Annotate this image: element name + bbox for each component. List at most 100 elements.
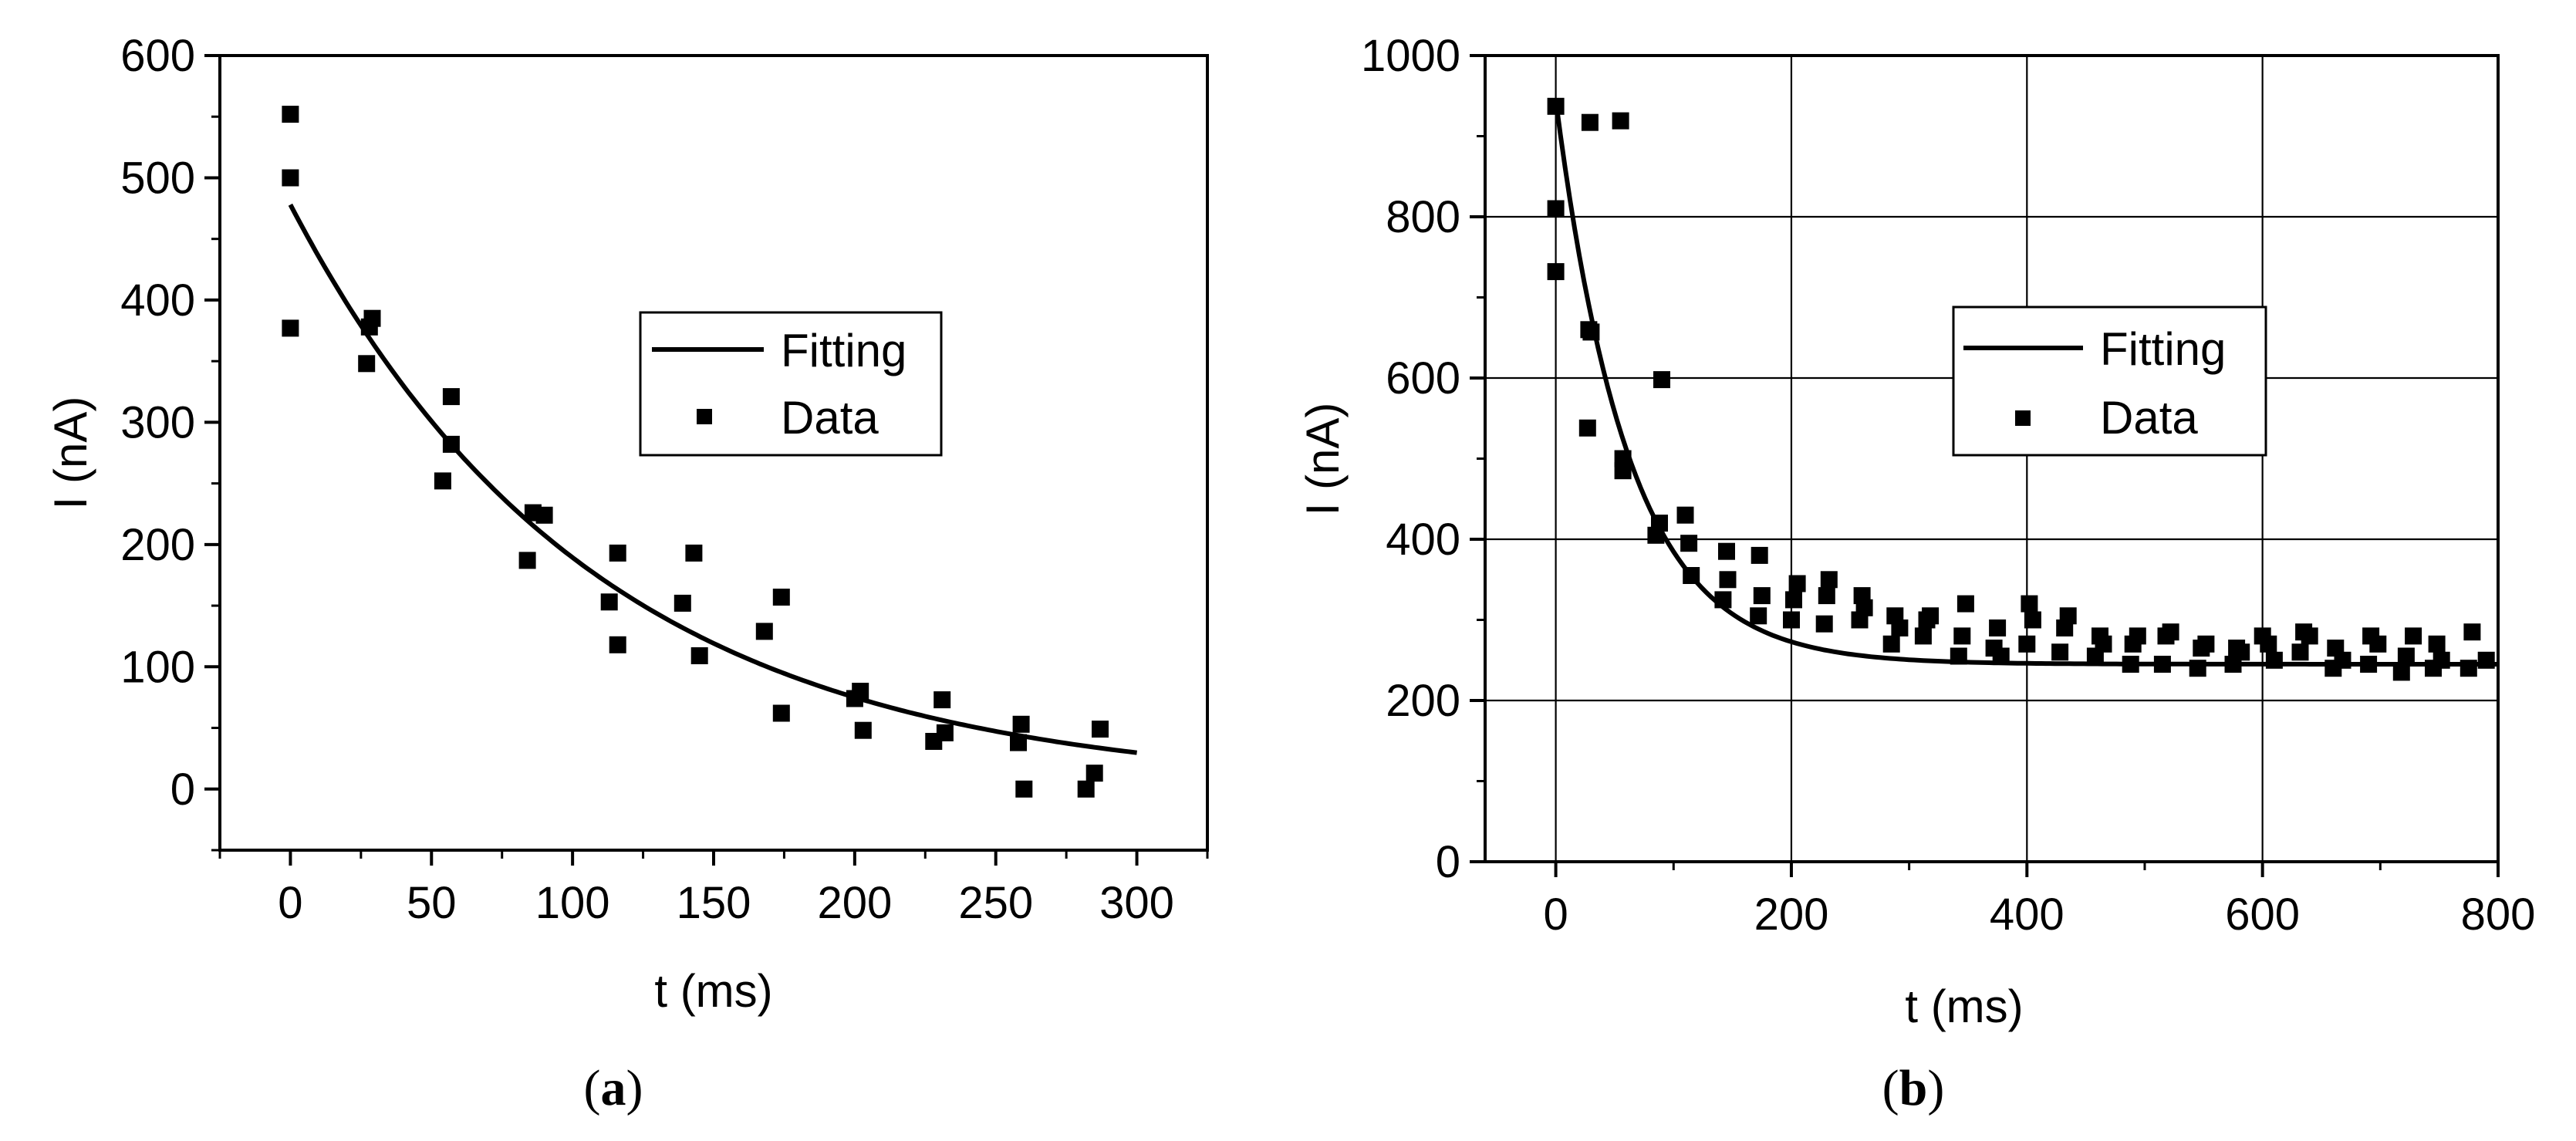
data-point	[1651, 515, 1668, 532]
panel-b-legend: Fitting Data	[1952, 306, 2267, 457]
x-tick-label: 200	[817, 878, 892, 928]
x-tick-label: 0	[278, 878, 302, 928]
data-point	[1547, 97, 1565, 115]
y-tick-label: 600	[120, 31, 195, 81]
data-point	[1785, 591, 1802, 609]
x-tick-label: 600	[2225, 890, 2300, 940]
data-point	[1891, 619, 1909, 636]
y-tick-label: 100	[120, 642, 195, 692]
data-point	[2265, 651, 2283, 669]
data-point	[2334, 651, 2351, 669]
x-tick-label: 300	[1099, 878, 1174, 928]
panel-b-data-points	[1547, 97, 2495, 681]
data-point	[2197, 635, 2215, 653]
data-point	[1085, 765, 1103, 782]
panel-a-x-tick-labels: 0 50 100 150 200 250 300	[278, 878, 1174, 928]
data-point	[1855, 599, 1873, 616]
data-point	[936, 724, 954, 741]
y-tick-label: 0	[170, 765, 195, 815]
panel-a: 0 50 100 150 200 250 300 0 100 200 300 400 500 600 t…	[45, 31, 1209, 1116]
x-tick-label: 0	[1543, 890, 1568, 940]
data-point	[934, 691, 951, 709]
data-point	[1547, 263, 1565, 281]
data-point	[2477, 651, 2495, 669]
y-tick-label: 600	[1386, 353, 1460, 403]
data-point	[363, 309, 381, 327]
data-point	[1989, 619, 2007, 636]
data-point	[282, 319, 299, 337]
data-point	[2428, 635, 2446, 653]
y-tick-label: 400	[1386, 515, 1460, 565]
panel-a-ticks	[204, 54, 1209, 866]
data-point	[1612, 112, 1629, 130]
panel-b-caption: (b)	[1882, 1060, 1945, 1116]
panel-a-y-axis-label: I (nA)	[45, 397, 96, 510]
data-point	[2460, 660, 2477, 677]
data-point	[674, 594, 691, 612]
panel-a-caption-letter: a	[601, 1060, 626, 1116]
y-tick-label: 500	[120, 153, 195, 203]
x-tick-label: 800	[2461, 890, 2536, 940]
x-tick-label: 50	[407, 878, 457, 928]
y-tick-label: 200	[1386, 676, 1460, 726]
data-point	[609, 636, 626, 653]
data-point	[772, 589, 790, 606]
panel-a-caption: (a)	[584, 1060, 643, 1116]
data-point	[2189, 660, 2206, 677]
data-point	[2018, 635, 2036, 653]
panel-a-legend-data-label: Data	[781, 392, 879, 444]
data-point	[1680, 535, 1698, 552]
panel-a-y-tick-labels: 0 100 200 300 400 500 600	[120, 31, 195, 815]
data-point	[755, 623, 773, 640]
data-point	[2233, 643, 2250, 661]
data-point	[1719, 571, 1737, 589]
panel-b-grid	[1485, 54, 2500, 863]
panel-a-data-points	[282, 106, 1109, 798]
data-point	[690, 647, 708, 664]
data-point	[2392, 663, 2410, 681]
data-point	[1750, 607, 1767, 625]
y-tick-label: 200	[120, 520, 195, 570]
data-point	[1092, 721, 1109, 738]
panel-b-legend-box	[1952, 306, 2267, 457]
data-point	[2153, 656, 2171, 673]
panel-a-legend-data-swatch	[697, 409, 712, 424]
x-tick-label: 400	[1990, 890, 2065, 940]
data-point	[1683, 567, 1700, 584]
data-point	[1914, 627, 1932, 645]
data-point	[442, 388, 460, 406]
panel-a-x-axis-label: t (ms)	[654, 965, 772, 1017]
data-point	[1653, 371, 1670, 389]
panel-b: 0 200 400 600 800 0 200 400 600 800 1000 t (ms) I…	[1297, 31, 2535, 1116]
data-point	[282, 106, 299, 123]
data-point	[1676, 506, 1694, 524]
panel-b-legend-data-label: Data	[2100, 392, 2198, 444]
data-point	[2405, 627, 2422, 645]
y-tick-label: 0	[1436, 837, 1460, 887]
panel-a-fitting-line	[288, 203, 1137, 755]
data-point	[1077, 780, 1095, 798]
data-point	[1783, 611, 1800, 629]
data-point	[1950, 647, 1967, 665]
data-point	[282, 169, 299, 187]
panel-a-legend-box	[639, 311, 943, 457]
data-point	[854, 721, 872, 739]
data-point	[1953, 627, 1971, 645]
data-point	[434, 472, 451, 490]
panel-b-legend-fitting-label: Fitting	[2100, 323, 2226, 375]
data-point	[1714, 591, 1732, 609]
panel-a-legend-fitting-label: Fitting	[781, 325, 906, 376]
data-point	[2433, 651, 2450, 669]
data-point	[518, 552, 536, 569]
panel-b-x-axis-label: t (ms)	[1905, 981, 2023, 1032]
data-point	[2360, 656, 2378, 673]
data-point	[1922, 607, 1940, 625]
data-point	[1956, 595, 1974, 613]
data-point	[1992, 647, 2010, 665]
data-point	[2463, 623, 2481, 641]
data-point	[2397, 647, 2415, 665]
data-point	[358, 355, 376, 373]
panel-b-legend-data-swatch	[2015, 410, 2031, 426]
data-point	[2021, 595, 2038, 613]
